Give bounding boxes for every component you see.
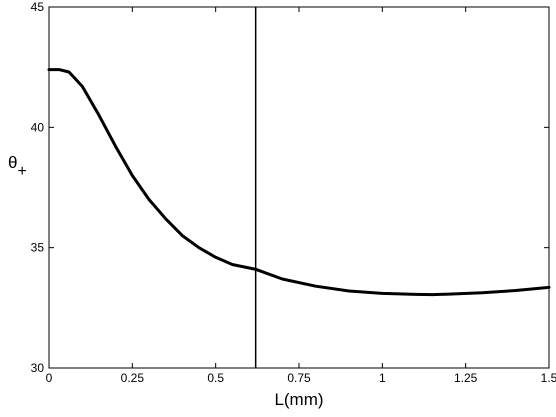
x-tick-label: 0.25 bbox=[121, 371, 145, 385]
x-tick-label: 0.5 bbox=[207, 371, 224, 385]
plot-frame bbox=[48, 6, 550, 369]
x-tick-label: 1.25 bbox=[454, 371, 478, 385]
y-axis-title-main: θ bbox=[8, 153, 17, 172]
y-tick-label: 45 bbox=[31, 0, 45, 14]
x-tick-label: 1.5 bbox=[541, 371, 556, 385]
series-line bbox=[47, 68, 551, 297]
y-axis-title-subscript: + bbox=[17, 163, 26, 180]
x-axis-title: L(mm) bbox=[274, 390, 323, 409]
y-axis-ticks: 30 35 40 45 bbox=[31, 0, 549, 375]
y-tick-label: 35 bbox=[31, 241, 45, 255]
x-axis-ticks: 0 0.25 0.5 0.75 1 1.25 1.5 bbox=[46, 7, 556, 385]
x-tick-label: 0.75 bbox=[287, 371, 311, 385]
x-tick-label: 0 bbox=[46, 371, 53, 385]
y-tick-label: 40 bbox=[31, 120, 45, 134]
x-tick-label: 1 bbox=[379, 371, 386, 385]
y-tick-label: 30 bbox=[31, 361, 45, 375]
y-axis-title: θ+ bbox=[8, 153, 27, 180]
